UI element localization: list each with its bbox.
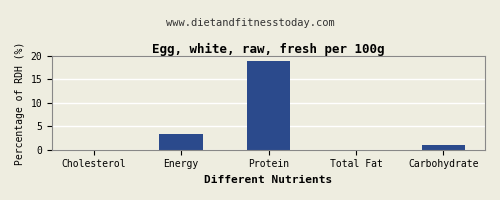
X-axis label: Different Nutrients: Different Nutrients bbox=[204, 175, 332, 185]
Title: Egg, white, raw, fresh per 100g: Egg, white, raw, fresh per 100g bbox=[152, 43, 385, 56]
Y-axis label: Percentage of RDH (%): Percentage of RDH (%) bbox=[15, 41, 25, 165]
Bar bbox=[159, 134, 203, 150]
Bar bbox=[246, 61, 290, 150]
Bar bbox=[422, 145, 466, 150]
Text: www.dietandfitnesstoday.com: www.dietandfitnesstoday.com bbox=[166, 18, 334, 28]
